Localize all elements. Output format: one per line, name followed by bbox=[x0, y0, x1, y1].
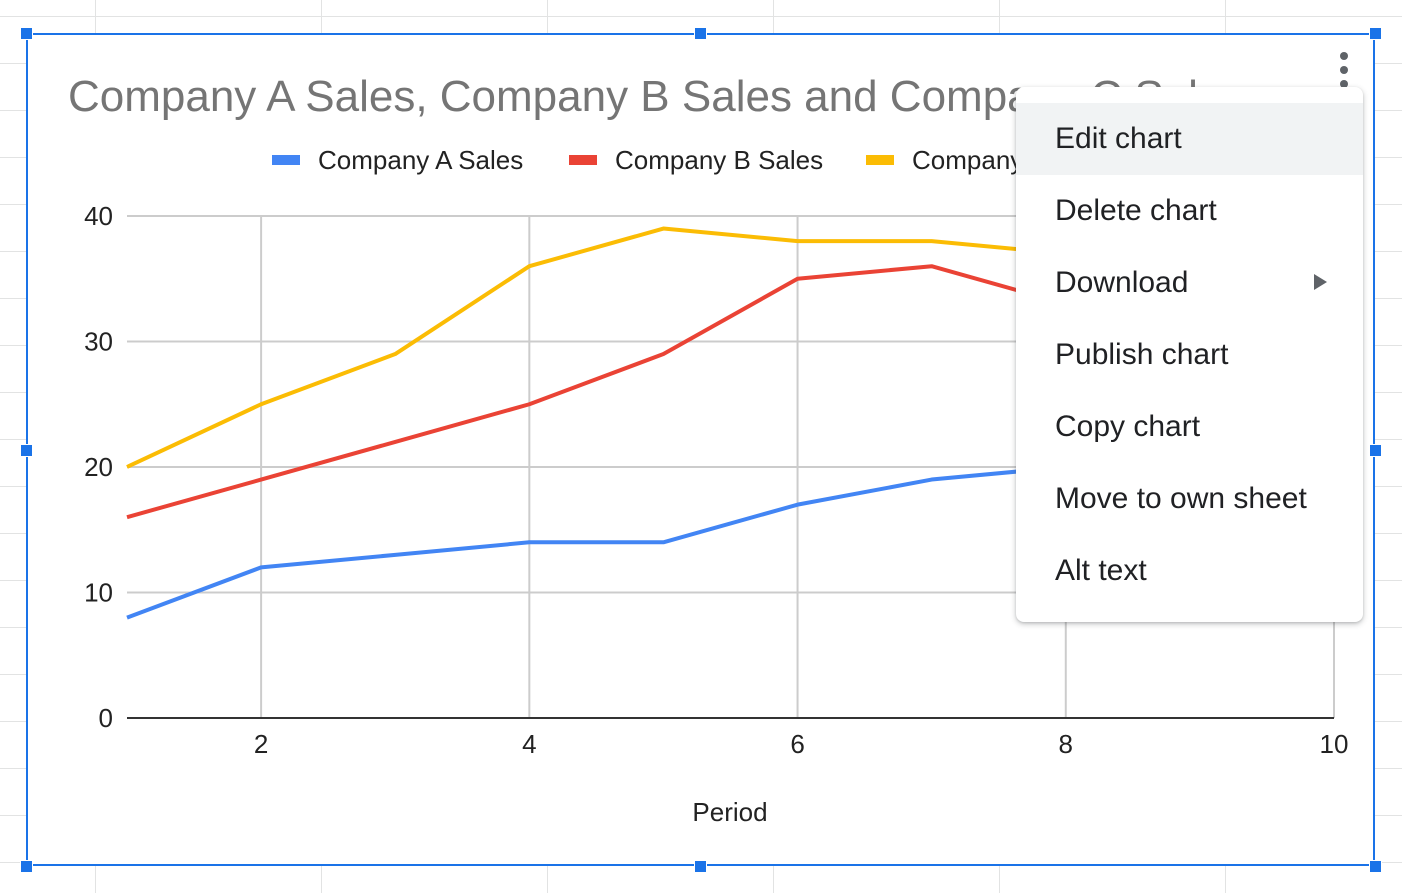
menu-item-label: Copy chart bbox=[1055, 410, 1201, 443]
menu-item-label: Alt text bbox=[1055, 554, 1147, 587]
resize-handle-bottom-right[interactable] bbox=[1369, 860, 1382, 873]
legend-swatch bbox=[569, 155, 597, 165]
series-line-1 bbox=[126, 465, 1066, 620]
y-tick-label: 0 bbox=[99, 703, 113, 733]
series-line-2 bbox=[126, 264, 1067, 520]
legend-label: Company A Sales bbox=[318, 145, 523, 175]
legend-swatch bbox=[866, 155, 894, 165]
chart-context-menu: Edit chart Delete chart Download Publish ch… bbox=[1016, 87, 1363, 622]
x-axis-label: Period bbox=[692, 797, 767, 827]
menu-item-label: Move to own sheet bbox=[1055, 482, 1307, 515]
menu-item-download[interactable]: Download bbox=[1016, 247, 1363, 319]
menu-item-copy-chart[interactable]: Copy chart bbox=[1016, 391, 1363, 463]
resize-handle-bottom[interactable] bbox=[694, 860, 707, 873]
menu-item-label: Edit chart bbox=[1055, 122, 1182, 155]
menu-item-delete-chart[interactable]: Delete chart bbox=[1016, 175, 1363, 247]
menu-item-label: Publish chart bbox=[1055, 338, 1229, 371]
y-tick-label: 30 bbox=[84, 327, 113, 357]
resize-handle-top[interactable] bbox=[694, 27, 707, 40]
resize-handle-top-right[interactable] bbox=[1369, 27, 1382, 40]
series-line-3 bbox=[126, 226, 1066, 469]
y-tick-label: 10 bbox=[84, 578, 113, 608]
x-tick-label: 8 bbox=[1059, 729, 1073, 759]
menu-item-publish-chart[interactable]: Publish chart bbox=[1016, 319, 1363, 391]
menu-item-label: Download bbox=[1055, 266, 1189, 299]
x-tick-label: 6 bbox=[790, 729, 804, 759]
legend-swatch bbox=[272, 155, 300, 165]
axes: 0 10 20 30 40 2 4 6 8 10 bbox=[84, 201, 1348, 759]
menu-item-move-to-own-sheet[interactable]: Move to own sheet bbox=[1016, 463, 1363, 535]
resize-handle-top-left[interactable] bbox=[20, 27, 33, 40]
x-tick-label: 10 bbox=[1320, 729, 1349, 759]
x-tick-label: 2 bbox=[254, 729, 268, 759]
more-vert-icon[interactable] bbox=[1332, 50, 1356, 90]
menu-item-alt-text[interactable]: Alt text bbox=[1016, 535, 1363, 607]
arrow-right-icon bbox=[1314, 274, 1327, 290]
menu-item-label: Delete chart bbox=[1055, 194, 1217, 227]
series-lines bbox=[126, 226, 1067, 620]
menu-item-edit-chart[interactable]: Edit chart bbox=[1016, 103, 1363, 175]
y-tick-label: 20 bbox=[84, 452, 113, 482]
resize-handle-right[interactable] bbox=[1369, 444, 1382, 457]
legend-label: Company B Sales bbox=[615, 145, 823, 175]
resize-handle-left[interactable] bbox=[20, 444, 33, 457]
resize-handle-bottom-left[interactable] bbox=[20, 860, 33, 873]
x-tick-label: 4 bbox=[522, 729, 536, 759]
y-tick-label: 40 bbox=[84, 201, 113, 231]
